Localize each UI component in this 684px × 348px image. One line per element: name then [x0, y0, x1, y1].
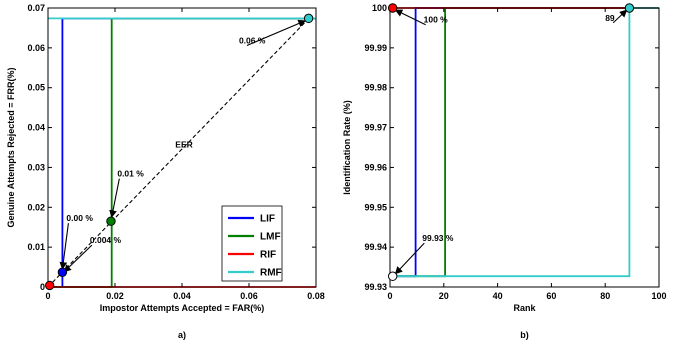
- x-tick-label: 0.08: [307, 291, 325, 301]
- y-tick-label: 0: [40, 282, 45, 292]
- x-tick-label: 80: [600, 291, 610, 301]
- chart-panel-a: EER 0 0.02 0.04 0.06 0.08 0 0.01 0.02 0.03 0.04 0.0…: [6, 3, 325, 340]
- panel-label: a): [178, 330, 186, 340]
- annotation-arrow: [63, 244, 93, 273]
- x-tick-label: 0: [387, 291, 392, 301]
- annotation-arrow: [612, 9, 628, 24]
- point-marker: [57, 267, 68, 277]
- y-tick-label: 99.94: [364, 242, 387, 252]
- x-tick-label: 0.04: [173, 291, 191, 301]
- legend-label-lmf: LMF: [260, 232, 281, 243]
- annotation-label: 0.004 %: [90, 235, 122, 245]
- annotation-label: 99.93 %: [422, 233, 454, 243]
- annotation-arrow: [394, 9, 426, 26]
- y-tick-label: 0.05: [27, 83, 45, 93]
- y-tick-label: 99.93: [364, 282, 387, 292]
- legend-label-rmf: RMF: [260, 268, 282, 279]
- point-marker: [303, 13, 314, 24]
- x-axis-label: Impostor Attempts Accepted = FAR(%): [100, 303, 265, 313]
- y-tick-label: 100: [372, 3, 387, 13]
- x-tick-label: 20: [439, 291, 449, 301]
- x-tick-label: 40: [493, 291, 503, 301]
- point-marker: [387, 271, 398, 281]
- annotation-label: 100 %: [424, 15, 449, 25]
- annotation-arrow: [109, 178, 120, 219]
- x-axis-label: Rank: [513, 303, 536, 313]
- x-tick-label: 0.06: [240, 291, 258, 301]
- eer-label: EER: [175, 140, 192, 150]
- y-tick-label: 0.07: [27, 3, 45, 13]
- x-tick-label: 0.02: [106, 291, 124, 301]
- annotation-label: 89: [605, 13, 615, 23]
- eer-line: [47, 17, 310, 288]
- point-marker: [624, 3, 635, 13]
- plot-frame: [389, 7, 660, 288]
- legend-label-rif: RIF: [260, 250, 276, 261]
- annotation-arrow: [394, 242, 425, 275]
- y-tick-label: 0.04: [27, 123, 45, 133]
- y-tick-label: 99.96: [364, 162, 387, 172]
- chart-panel-b: 0 20 40 60 80 100 99.93 99.94 99.95 99.96 99.97 99.…: [342, 3, 667, 340]
- point-marker: [44, 280, 55, 291]
- y-axis-label: Identification Rate (%): [342, 100, 352, 195]
- legend-label-lif: LIF: [260, 214, 275, 225]
- annotation-label: 0.00 %: [66, 213, 93, 223]
- annotation-label: 0.01 %: [117, 169, 144, 179]
- y-tick-label: 99.97: [364, 123, 387, 133]
- y-tick-label: 99.98: [364, 83, 387, 93]
- x-tick-label: 60: [546, 291, 556, 301]
- annotation-label: 0.06 %: [239, 35, 266, 45]
- y-axis-label: Genuine Attempts Rejected = FRR(%): [6, 68, 16, 228]
- y-tick-label: 0.01: [27, 242, 45, 252]
- y-tick-label: 0.02: [27, 202, 45, 212]
- point-marker: [387, 3, 398, 13]
- point-marker: [106, 216, 116, 226]
- x-tick-label: 0: [45, 291, 50, 301]
- y-tick-label: 99.99: [364, 43, 387, 53]
- annotation-arrow: [59, 223, 69, 270]
- panel-label: b): [520, 330, 529, 340]
- x-tick-label: 100: [651, 291, 666, 301]
- y-tick-label: 0.06: [27, 43, 45, 53]
- annotation-arrow: [246, 19, 306, 46]
- y-tick-label: 99.95: [364, 202, 387, 212]
- y-tick-label: 0.03: [27, 162, 45, 172]
